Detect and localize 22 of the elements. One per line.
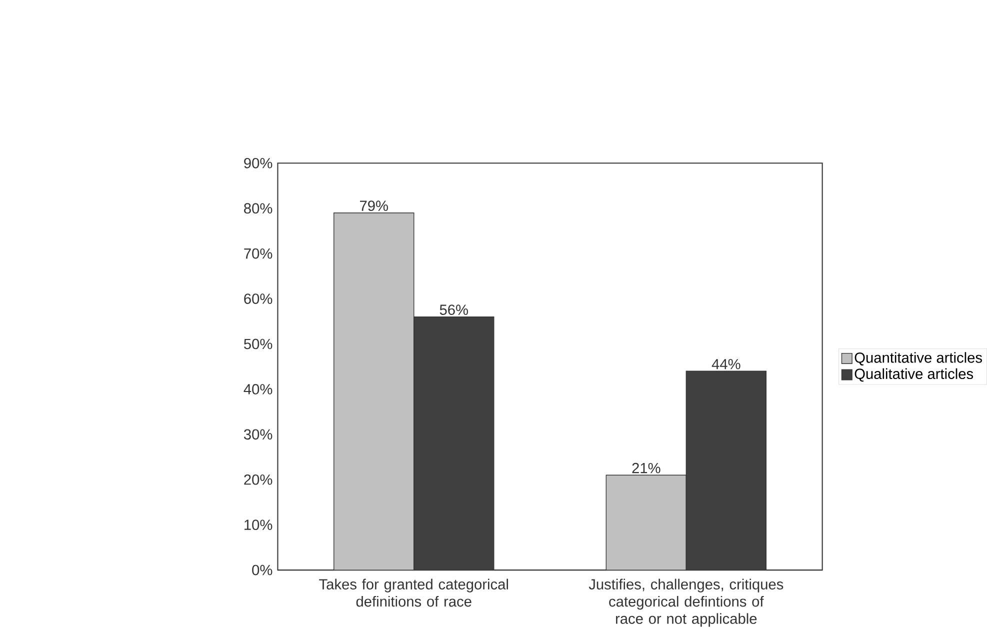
data-label: 44% [712,359,740,370]
data-label: 56% [440,304,468,316]
x-tick-label: Justifies, challenges, critiques categorical defintions of race or not applicable [588,578,784,627]
legend-label: Quantitative articles [854,352,982,366]
legend-label: Qualitative articles [854,368,974,382]
y-tick-label: 60% [244,294,272,304]
bar [686,370,767,570]
y-tick-label: 40% [244,384,272,395]
y-tick-label: 0% [252,565,272,576]
y-tick-label: 80% [244,203,272,214]
bar [334,212,414,570]
y-tick-label: 30% [244,429,272,440]
y-tick-label: 20% [244,474,272,485]
bar [606,474,687,570]
bar [414,316,494,570]
data-label: 21% [632,463,660,474]
y-tick-label: 70% [244,248,272,259]
y-tick-label: 50% [244,338,272,350]
data-label: 79% [360,200,388,212]
y-tick-label: 90% [244,158,272,168]
x-tick-label: Takes for granted categorical definitions of race [319,578,508,607]
y-tick-label: 10% [244,520,272,530]
